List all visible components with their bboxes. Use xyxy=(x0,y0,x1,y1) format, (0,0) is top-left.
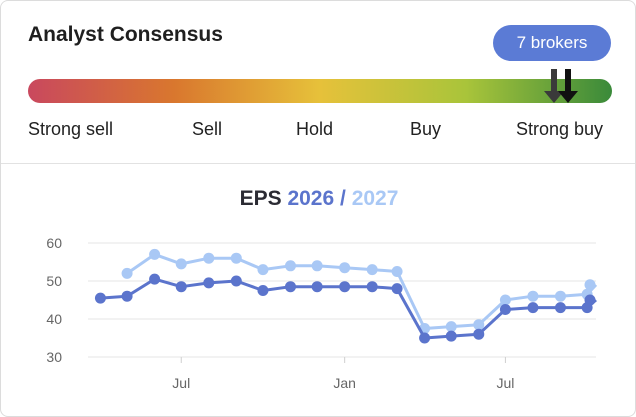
data-point-2026 xyxy=(473,328,485,340)
data-point-2027 xyxy=(554,290,566,302)
scale-label-sell: Sell xyxy=(192,119,223,139)
x-tick-label: Jul xyxy=(496,375,514,391)
data-point-2027 xyxy=(499,294,511,306)
x-tick-label: Jul xyxy=(172,375,190,391)
y-tick-label: 50 xyxy=(46,273,62,289)
eps-title-separator: / xyxy=(334,187,346,210)
series-line-2027 xyxy=(126,252,598,330)
consensus-scale-labels: Strong sell Sell Hold Buy Strong buy xyxy=(28,119,612,143)
brokers-count-badge[interactable]: 7 brokers xyxy=(493,25,611,61)
consensus-title: Analyst Consensus xyxy=(28,23,223,46)
scale-label-strong-sell: Strong sell xyxy=(28,119,114,139)
data-point-2027 xyxy=(175,258,187,270)
scale-label-strong-buy: Strong buy xyxy=(516,119,604,139)
data-point-2026 xyxy=(419,332,431,344)
data-point-2027 xyxy=(445,321,457,333)
section-divider xyxy=(1,163,635,164)
y-tick-label: 60 xyxy=(46,235,62,251)
eps-title-2026: 2026 xyxy=(287,187,335,210)
eps-chart-title: EPS 2026 / 2027 xyxy=(1,187,636,211)
y-tick-label: 30 xyxy=(46,349,62,365)
data-point-2026 xyxy=(175,281,187,293)
data-point-2027 xyxy=(584,279,596,291)
data-point-2026 xyxy=(94,292,106,304)
y-tick-label: 40 xyxy=(46,311,62,327)
data-point-2027 xyxy=(121,267,133,279)
data-point-2026 xyxy=(366,281,378,293)
current-consensus-arrow-icon xyxy=(555,67,581,107)
scale-label-buy: Buy xyxy=(410,119,442,139)
eps-title-2027: 2027 xyxy=(351,187,399,210)
data-point-2026 xyxy=(499,304,511,315)
data-point-2027 xyxy=(527,290,539,302)
data-point-2026 xyxy=(339,281,351,293)
data-point-2026 xyxy=(230,275,242,287)
data-point-2026 xyxy=(527,302,539,314)
data-point-2026 xyxy=(121,290,133,302)
data-point-2026 xyxy=(584,294,596,306)
data-point-2026 xyxy=(257,285,269,296)
data-point-2026 xyxy=(284,281,296,293)
data-point-2027 xyxy=(257,264,269,276)
data-point-2027 xyxy=(149,248,161,260)
data-point-2026 xyxy=(149,273,161,285)
data-point-2027 xyxy=(473,319,485,331)
data-point-2027 xyxy=(203,252,215,264)
x-tick-label: Jan xyxy=(333,375,356,391)
data-point-2027 xyxy=(311,260,323,272)
data-point-2026 xyxy=(311,281,323,293)
data-point-2027 xyxy=(284,260,296,272)
data-point-2026 xyxy=(391,283,403,295)
data-point-2027 xyxy=(366,264,378,276)
data-point-2026 xyxy=(203,277,215,289)
data-point-2027 xyxy=(339,262,351,274)
consensus-gauge-bar xyxy=(28,79,612,103)
previous-consensus-arrow-icon xyxy=(541,67,567,107)
data-point-2026 xyxy=(554,302,566,314)
data-point-2027 xyxy=(230,252,242,264)
data-point-2027 xyxy=(391,266,403,277)
data-point-2026 xyxy=(445,330,457,342)
eps-title-prefix: EPS xyxy=(239,187,282,210)
scale-label-hold: Hold xyxy=(296,119,334,139)
